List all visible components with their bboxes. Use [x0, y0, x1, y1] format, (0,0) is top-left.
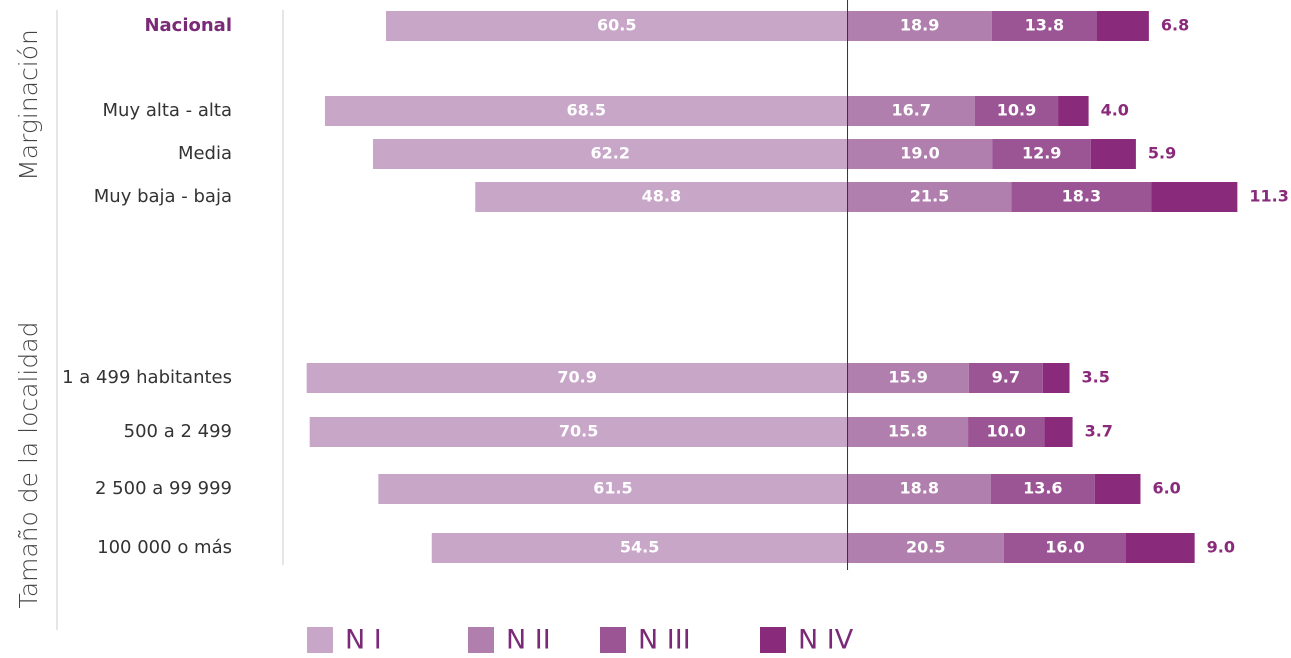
bar-segment — [324, 96, 848, 126]
value-label: 12.9 — [1022, 144, 1061, 163]
value-label: 18.9 — [900, 16, 939, 35]
bar-segment — [1090, 139, 1136, 169]
value-label: 3.5 — [1082, 368, 1110, 387]
legend-label: N I — [345, 625, 382, 656]
value-label: 9.7 — [992, 368, 1020, 387]
bar-segment — [475, 182, 848, 212]
value-label: 6.8 — [1161, 16, 1189, 35]
bar-segment — [306, 363, 848, 393]
value-label: 21.5 — [910, 187, 949, 206]
bar-segment — [991, 11, 1097, 41]
legend-swatch — [760, 627, 786, 653]
category-label: Muy alta - alta — [103, 100, 233, 121]
value-label: 3.7 — [1085, 422, 1113, 441]
bar-segment — [431, 533, 848, 563]
bar-segment — [1096, 11, 1149, 41]
group-label: Tamaño de la localidad — [14, 322, 43, 609]
bar-segment — [847, 96, 975, 126]
value-label: 20.5 — [906, 538, 945, 557]
bar-segment — [1011, 182, 1152, 212]
bar-segment — [378, 474, 848, 504]
bar-segment — [847, 139, 993, 169]
value-label: 68.5 — [567, 101, 606, 120]
value-label: 70.5 — [559, 422, 598, 441]
legend-swatch — [468, 627, 494, 653]
group-label: Marginación — [14, 29, 43, 181]
category-label: Nacional — [144, 15, 232, 36]
bar-segment — [992, 139, 1091, 169]
bar-segment — [373, 139, 848, 169]
value-label: 5.9 — [1148, 144, 1176, 163]
category-label: 2 500 a 99 999 — [95, 478, 232, 499]
value-label: 54.5 — [620, 538, 659, 557]
category-label: 500 a 2 499 — [124, 421, 232, 442]
category-label: 100 000 o más — [97, 537, 232, 558]
value-label: 10.0 — [986, 422, 1025, 441]
value-label: 18.3 — [1062, 187, 1101, 206]
value-label: 10.9 — [997, 101, 1036, 120]
bar-segment — [1125, 533, 1195, 563]
bar-segment — [990, 474, 1095, 504]
value-label: 13.6 — [1023, 479, 1062, 498]
value-label: 15.8 — [888, 422, 927, 441]
value-label: 16.7 — [891, 101, 930, 120]
legend-label: N IV — [798, 625, 854, 656]
bar-segment — [968, 363, 1043, 393]
value-label: 18.8 — [899, 479, 938, 498]
legend-swatch — [307, 627, 333, 653]
bar-segment — [847, 11, 992, 41]
value-label: 15.9 — [888, 368, 927, 387]
legend-label: N III — [638, 625, 691, 656]
bar-segment — [1003, 533, 1126, 563]
value-label: 11.3 — [1249, 187, 1288, 206]
category-label: 1 a 499 habitantes — [62, 367, 232, 388]
legend-swatch — [600, 627, 626, 653]
bar-segment — [1151, 182, 1238, 212]
value-label: 62.2 — [591, 144, 630, 163]
value-label: 13.8 — [1025, 16, 1064, 35]
bar-segment — [1094, 474, 1141, 504]
bar-segment — [847, 474, 991, 504]
value-label: 16.0 — [1045, 538, 1084, 557]
bar-segment — [847, 417, 969, 447]
value-label: 9.0 — [1207, 538, 1235, 557]
bar-segment — [847, 182, 1012, 212]
bar-segment — [1044, 417, 1073, 447]
value-label: 61.5 — [593, 479, 632, 498]
bar-segment — [847, 533, 1004, 563]
value-label: 60.5 — [597, 16, 636, 35]
bar-segment — [1058, 96, 1089, 126]
category-label: Muy baja - baja — [94, 186, 232, 207]
bar-segment — [385, 11, 848, 41]
value-label: 6.0 — [1152, 479, 1180, 498]
value-label: 70.9 — [557, 368, 596, 387]
bar-segment — [309, 417, 848, 447]
bar-segment — [974, 96, 1059, 126]
legend-label: N II — [506, 625, 551, 656]
bar-segment — [968, 417, 1045, 447]
category-label: Media — [178, 143, 232, 164]
bar-segment — [1042, 363, 1070, 393]
value-label: 4.0 — [1101, 101, 1129, 120]
value-label: 19.0 — [900, 144, 939, 163]
bar-segment — [847, 363, 969, 393]
value-label: 48.8 — [642, 187, 681, 206]
